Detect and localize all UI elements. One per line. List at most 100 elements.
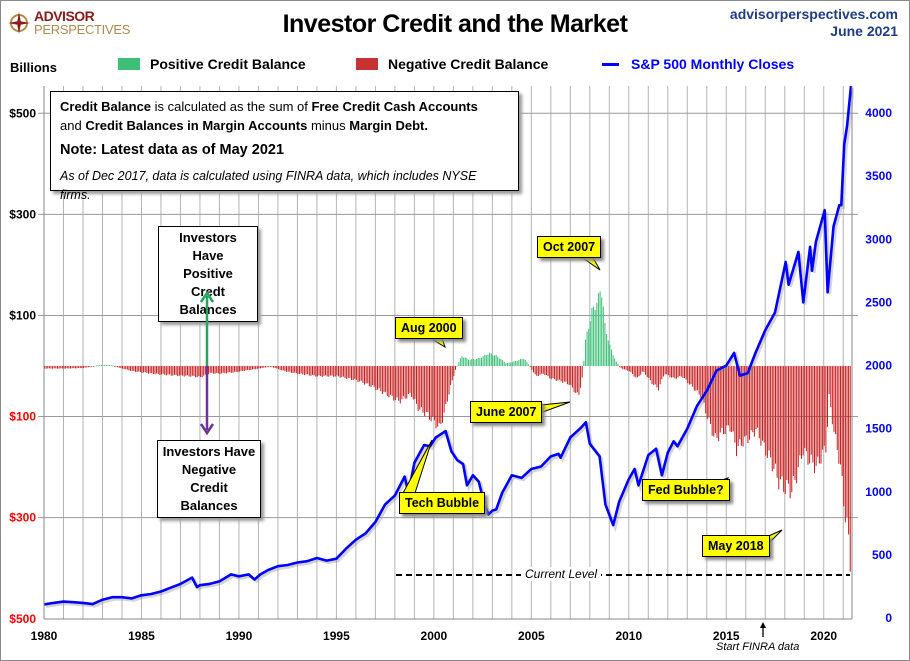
credit-bar-negative — [53, 366, 55, 369]
credit-bar-negative — [302, 366, 304, 375]
credit-bar-negative — [791, 366, 793, 493]
credit-bar-positive — [586, 331, 588, 366]
credit-bar-negative — [578, 366, 580, 395]
credit-bar-negative — [56, 366, 59, 369]
credit-bar-negative — [186, 366, 188, 376]
credit-bar-negative — [708, 366, 710, 418]
credit-bar-negative — [672, 366, 674, 378]
credit-bar-negative — [623, 366, 625, 370]
credit-bar-negative — [354, 366, 356, 379]
credit-bar-negative — [58, 366, 60, 369]
credit-bar-negative — [45, 366, 47, 369]
credit-bar-negative — [407, 366, 409, 395]
positive-balance-box: Investors Have Positive Credt Balances — [158, 226, 258, 322]
credit-bar-positive — [112, 365, 114, 367]
credit-bar-negative — [211, 366, 213, 373]
credit-bar-negative — [818, 366, 820, 464]
credit-bar-negative — [68, 366, 70, 369]
credit-bar-negative — [765, 366, 767, 456]
credit-bar-negative — [747, 366, 749, 444]
credit-bar-positive — [508, 362, 510, 366]
credit-bar-negative — [143, 366, 145, 373]
right-tick-label: 3000 — [865, 232, 892, 246]
credit-bar-negative — [560, 366, 562, 382]
credit-bar-positive — [102, 365, 104, 366]
credit-bar-negative — [198, 366, 200, 377]
legend-negative-label: Negative Credit Balance — [388, 56, 549, 72]
credit-bar-negative — [325, 366, 327, 376]
credit-bar-negative — [240, 366, 242, 371]
credit-bar-positive — [518, 360, 520, 366]
credit-bar-negative — [835, 366, 837, 435]
credit-bar-negative — [308, 366, 310, 376]
credit-bar-negative — [539, 366, 541, 375]
credit-bar-negative — [260, 366, 262, 369]
credit-bar-negative — [675, 366, 677, 379]
credit-bar-negative — [571, 366, 573, 388]
credit-bar-negative — [778, 366, 780, 490]
info-term-credit-balance: Credit Balance — [60, 99, 152, 114]
credit-bar-positive — [528, 364, 530, 366]
credit-bar-positive — [511, 362, 513, 366]
credit-bar-negative — [134, 366, 136, 372]
finra-start-label: Start FINRA data — [716, 641, 800, 653]
credit-bar-negative — [344, 366, 346, 379]
credit-bar-negative — [773, 366, 775, 469]
box-line: Positive — [183, 266, 233, 281]
credit-bar-negative — [182, 366, 184, 376]
credit-bar-negative — [432, 366, 434, 417]
site-url: advisorperspectives.com — [729, 6, 898, 22]
credit-bar-negative — [649, 366, 651, 381]
credit-bar-negative — [581, 366, 583, 378]
credit-bar-negative — [815, 366, 817, 466]
credit-bar-positive — [607, 340, 609, 366]
credit-bar-negative — [81, 366, 83, 369]
credit-bar-negative — [221, 366, 223, 374]
credit-bar-negative — [636, 366, 638, 378]
credit-bar-positive — [584, 339, 586, 366]
x-tick-label: 2005 — [518, 629, 545, 643]
credit-bar-positive — [594, 310, 596, 366]
credit-bar-negative — [76, 366, 78, 369]
credit-bar-negative — [261, 366, 263, 369]
negative-balance-box: Investors Have Negative Credit Balances — [157, 440, 261, 518]
credit-bar-negative — [843, 366, 845, 507]
credit-bar-negative — [385, 366, 387, 392]
credit-bar-negative — [684, 366, 686, 379]
credit-bar-positive — [591, 307, 593, 366]
credit-bar-negative — [212, 366, 214, 374]
credit-bar-negative — [727, 366, 729, 426]
credit-bar-negative — [151, 366, 153, 374]
credit-bar-positive — [492, 355, 494, 366]
credit-bar-negative — [47, 366, 49, 369]
credit-bar-negative — [216, 366, 218, 373]
sp500-line-swatch — [602, 62, 619, 66]
credit-bar-negative — [706, 366, 708, 420]
credit-bar-negative — [178, 366, 180, 376]
credit-bar-negative — [828, 366, 830, 395]
credit-bar-negative — [71, 366, 73, 369]
callout-may-2018: May 2018 — [702, 535, 770, 557]
credit-bar-negative — [329, 366, 331, 376]
credit-bar-negative — [217, 366, 219, 374]
credit-bar-negative — [658, 366, 660, 391]
credit-bar-positive — [95, 365, 98, 367]
credit-bar-negative — [812, 366, 814, 463]
credit-bar-negative — [61, 366, 63, 369]
credit-bar-negative — [453, 366, 455, 376]
credit-bar-positive — [523, 359, 525, 366]
credit-bar-negative — [313, 366, 315, 376]
credit-bar-positive — [469, 360, 471, 366]
credit-bar-negative — [810, 366, 812, 455]
credit-bar-negative — [766, 366, 768, 458]
compass-logo-icon — [8, 12, 30, 34]
credit-bar-negative — [156, 366, 158, 374]
credit-bar-negative — [185, 366, 187, 376]
credit-bar-negative — [646, 366, 648, 378]
credit-bar-negative — [653, 366, 655, 385]
callout-tech-bubble: Tech Bubble — [399, 492, 486, 514]
credit-bar-negative — [274, 366, 276, 369]
credit-bar-negative — [165, 366, 167, 376]
credit-bar-negative — [245, 366, 247, 371]
credit-bar-negative — [558, 366, 560, 380]
